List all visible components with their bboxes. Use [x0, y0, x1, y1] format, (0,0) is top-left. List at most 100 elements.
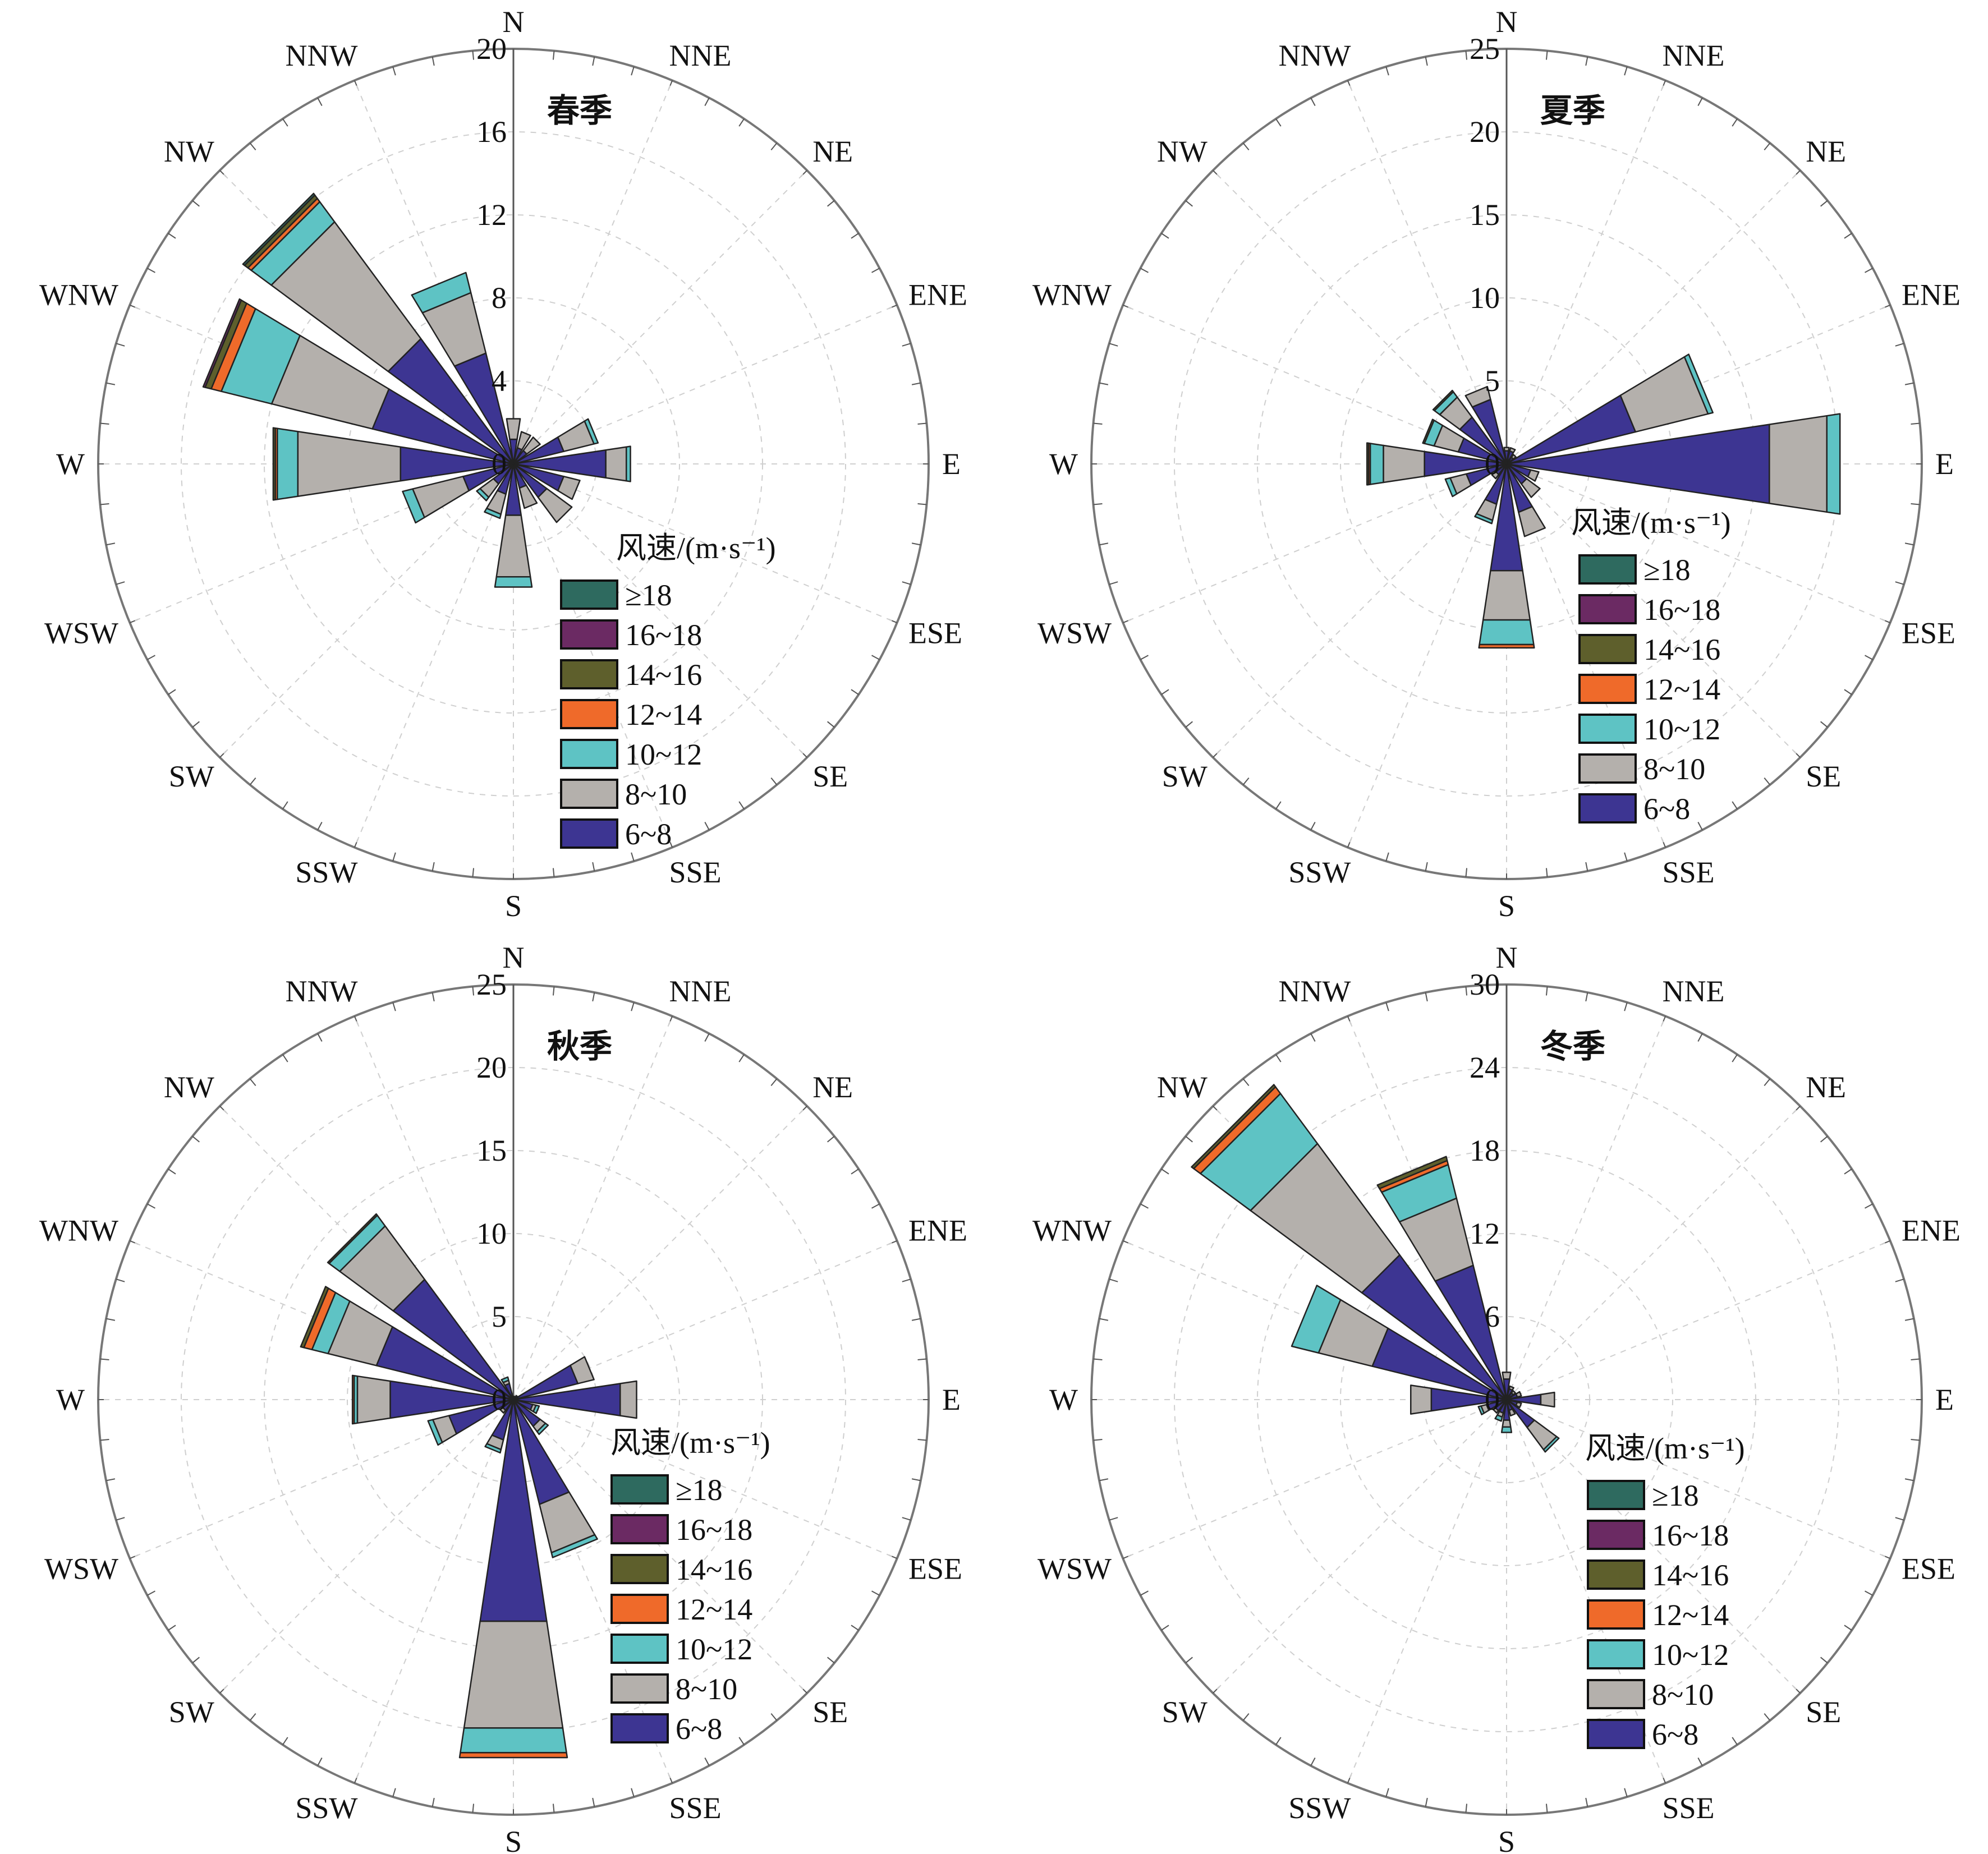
rim-tick [1425, 1797, 1428, 1807]
rim-tick [1624, 1002, 1628, 1011]
direction-label: SSW [295, 855, 357, 889]
direction-label: SSW [1288, 1791, 1351, 1825]
rim-tick [592, 992, 595, 1002]
legend-swatch [1587, 1599, 1645, 1630]
rim-tick [738, 1737, 745, 1745]
petal-segment [1464, 385, 1491, 408]
petal-segment [522, 436, 541, 455]
direction-label: NNE [669, 974, 732, 1008]
spoke [1506, 463, 1801, 758]
rim-tick [1465, 1804, 1468, 1813]
rim-tick [1465, 50, 1468, 60]
legend-swatch [560, 818, 618, 849]
petal-segment [276, 427, 299, 500]
rim-tick [1865, 1590, 1874, 1596]
rim-tick [1732, 118, 1738, 127]
legend-label: 6~8 [676, 1712, 722, 1746]
rim-tick [249, 1713, 256, 1721]
rim-tick [1697, 1033, 1703, 1042]
rim-tick [1895, 1517, 1904, 1521]
legend-swatch [1578, 634, 1637, 664]
rim-tick [168, 689, 176, 695]
rim-tick [1242, 1078, 1250, 1086]
legend-swatch [1587, 1719, 1645, 1749]
petal-segment [1527, 469, 1540, 482]
petal-segment [536, 1422, 549, 1436]
spoke [1122, 1399, 1507, 1559]
legend-swatch [560, 619, 618, 650]
rim-tick [1275, 118, 1282, 127]
legend-label: 16~18 [625, 618, 702, 652]
rim-tick [827, 1135, 835, 1143]
petal-segment [327, 1213, 378, 1264]
petal-segment [1494, 1414, 1503, 1422]
rim-tick [1385, 1788, 1389, 1797]
wind-rose-panel: 0 5 10 15 20 25N NNE NE ENE E ESE SE SSE S SSW SW WSW W WN… [39, 941, 967, 1854]
spoke [219, 1399, 514, 1694]
rim-tick [249, 778, 256, 785]
rim-tick [552, 868, 555, 877]
direction-label: NNW [1278, 39, 1351, 72]
direction-label: WSW [1037, 617, 1112, 650]
radial-tick-label: 8 [492, 281, 507, 315]
petal-segment [1491, 471, 1500, 480]
petal-segment [1683, 353, 1714, 415]
petal-segment [494, 576, 533, 588]
petal-segment [356, 1375, 391, 1424]
spoke [353, 1015, 514, 1400]
spoke [1506, 1399, 1666, 1784]
rim-tick [1820, 200, 1828, 207]
rim-tick [1161, 1168, 1169, 1175]
petal-segment [411, 272, 472, 314]
direction-label: NNW [1278, 974, 1351, 1008]
rim-tick [1585, 992, 1588, 1002]
rim-tick [1820, 1657, 1828, 1664]
petal-segment [1191, 1084, 1277, 1170]
petal-segment [402, 488, 425, 524]
rim-tick [704, 1033, 710, 1042]
direction-label: ENE [1902, 278, 1961, 311]
rim-tick [1185, 1657, 1193, 1664]
rim-tick [1310, 1033, 1316, 1042]
petal-segment [1509, 447, 1516, 453]
rim-tick [902, 581, 911, 585]
rim-tick [1185, 200, 1193, 207]
rim-tick [704, 822, 710, 831]
legend-swatch [560, 699, 618, 729]
spoke [513, 80, 673, 464]
rim-tick [1844, 689, 1852, 695]
radial-tick-label: 0 [1485, 447, 1500, 481]
petal-segment [242, 192, 316, 266]
petal-segment [1826, 413, 1841, 515]
rim-tick [1895, 343, 1904, 347]
rim-tick [552, 50, 555, 60]
spoke [1213, 463, 1507, 758]
direction-label: NNW [285, 974, 357, 1008]
rim-tick [592, 57, 595, 66]
rim-tick [871, 268, 880, 273]
spoke [353, 1399, 514, 1784]
direction-label: SE [1806, 760, 1841, 793]
legend-swatch [560, 659, 618, 689]
radial-tick-label: 10 [1470, 281, 1500, 315]
legend-label: 12~14 [625, 698, 702, 732]
rim-tick [902, 1517, 911, 1521]
petal-segment [1515, 1401, 1522, 1409]
rim-tick [1140, 655, 1149, 660]
direction-label: WSW [1037, 1552, 1112, 1586]
rim-tick [1911, 503, 1920, 505]
legend-swatch [610, 1514, 669, 1544]
rim-tick [911, 1478, 921, 1482]
petal-segment [1366, 442, 1370, 486]
rim-tick [902, 1278, 911, 1282]
legend-label: 6~8 [1643, 792, 1690, 826]
rim-tick [1185, 721, 1193, 728]
rim-tick [472, 986, 475, 996]
petal-segment [1422, 418, 1435, 444]
legend-swatch [610, 1634, 669, 1664]
rim-tick [902, 343, 911, 347]
rim-tick [146, 1203, 155, 1209]
legend-swatch [1587, 1679, 1645, 1709]
rim-tick [1109, 1517, 1118, 1521]
